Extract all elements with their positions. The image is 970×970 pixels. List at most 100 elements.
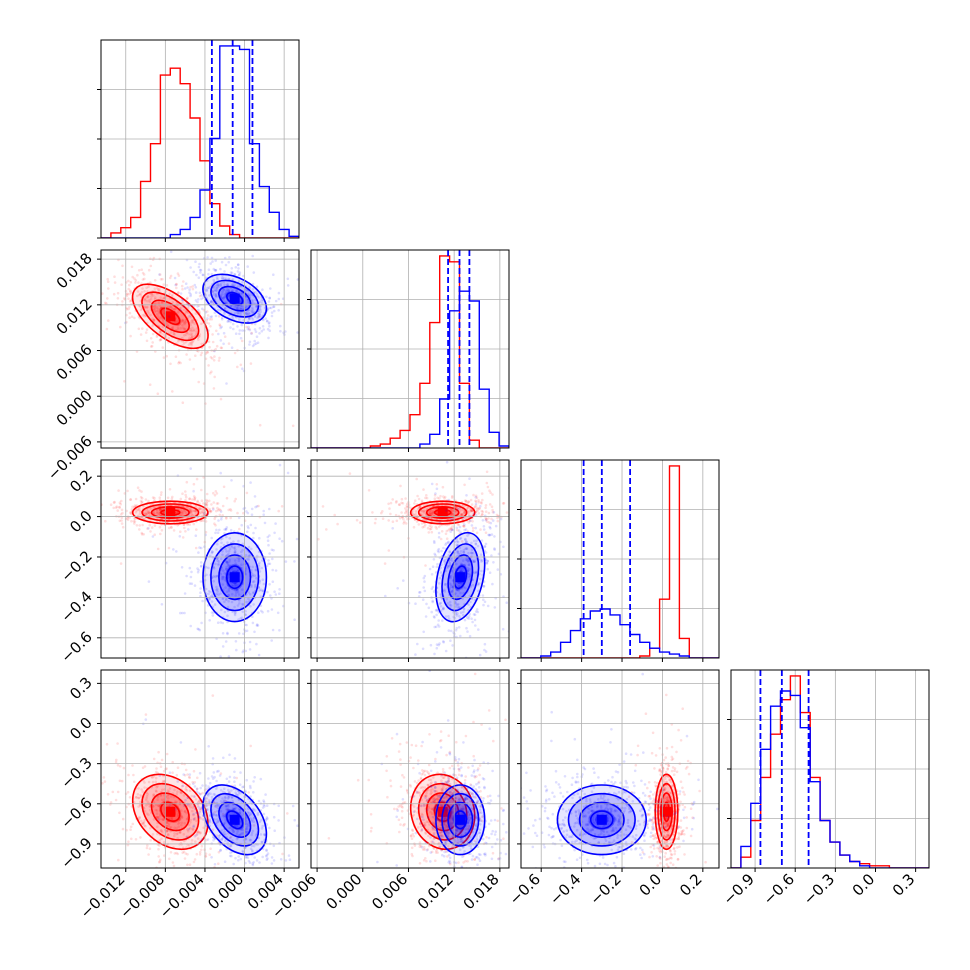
scatter-point xyxy=(181,874,184,877)
scatter-point xyxy=(224,586,227,589)
scatter-point xyxy=(224,306,227,310)
scatter-point xyxy=(443,561,447,564)
scatter-point xyxy=(270,306,273,310)
scatter-point xyxy=(183,287,187,290)
scatter-point xyxy=(227,564,230,568)
scatter-point xyxy=(269,594,272,597)
scatter-point xyxy=(250,584,253,587)
scatter-point xyxy=(239,872,242,875)
scatter-point xyxy=(142,533,145,536)
scatter-point xyxy=(227,655,231,658)
scatter-point xyxy=(96,289,99,292)
scatter-point xyxy=(197,813,201,816)
scatter-point xyxy=(278,463,282,467)
scatter-point xyxy=(428,512,432,515)
scatter-point xyxy=(185,835,189,838)
scatter-point xyxy=(267,322,271,325)
scatter-point xyxy=(463,511,466,515)
scatter-point xyxy=(162,356,166,359)
scatter-point xyxy=(457,606,461,609)
contour-line xyxy=(425,505,460,519)
scatter-point xyxy=(198,771,202,775)
scatter-point xyxy=(488,525,492,529)
scatter-point xyxy=(265,848,268,852)
scatter-point xyxy=(246,557,249,561)
scatter-point xyxy=(166,789,170,792)
scatter-point xyxy=(454,592,457,595)
scatter-point xyxy=(458,509,462,512)
scatter-point xyxy=(224,804,228,808)
scatter-point xyxy=(455,526,459,530)
scatter-point xyxy=(237,593,241,596)
scatter-point xyxy=(226,797,230,800)
scatter-point xyxy=(201,273,205,277)
scatter-point xyxy=(241,785,244,789)
scatter-point xyxy=(239,857,243,861)
contour-line xyxy=(453,565,468,590)
scatter-point xyxy=(241,281,244,284)
scatter-point xyxy=(128,311,132,315)
scatter-point xyxy=(232,830,235,833)
scatter-point xyxy=(147,853,150,856)
scatter-point xyxy=(127,307,130,311)
scatter-point xyxy=(439,601,443,605)
scatter-point xyxy=(179,791,183,794)
scatter-point xyxy=(212,267,216,271)
scatter-point xyxy=(525,596,528,599)
scatter-point xyxy=(123,380,126,383)
scatter-point xyxy=(140,533,144,536)
scatter-point xyxy=(432,799,435,803)
scatter-point xyxy=(168,826,172,829)
scatter-point xyxy=(204,565,208,569)
scatter-point xyxy=(476,583,480,587)
scatter-point xyxy=(252,591,255,594)
scatter-point xyxy=(437,531,441,535)
scatter-point xyxy=(270,862,274,865)
scatter-point xyxy=(233,757,237,760)
scatter-point xyxy=(237,545,240,548)
scatter-point xyxy=(190,342,193,346)
scatter-point xyxy=(461,518,464,521)
scatter-point xyxy=(473,672,477,676)
scatter-point xyxy=(159,858,162,862)
scatter-point xyxy=(161,788,164,792)
contour-line xyxy=(225,810,244,830)
scatter-point xyxy=(244,566,247,569)
scatter-point xyxy=(433,870,436,873)
scatter-point xyxy=(181,299,185,302)
scatter-point xyxy=(224,821,227,824)
scatter-point xyxy=(150,292,154,296)
scatter-point xyxy=(211,813,215,817)
scatter-point xyxy=(418,505,421,509)
scatter-point xyxy=(454,510,457,513)
scatter-point xyxy=(472,692,475,695)
scatter-point xyxy=(149,838,152,842)
scatter-point xyxy=(193,322,196,325)
scatter-point xyxy=(244,820,248,823)
scatter-point xyxy=(179,292,183,295)
scatter-point xyxy=(184,490,187,493)
scatter-point xyxy=(224,547,227,551)
scatter-point xyxy=(192,522,196,526)
scatter-point xyxy=(144,511,148,514)
scatter-point xyxy=(188,582,192,585)
scatter-point xyxy=(193,858,197,861)
scatter-point xyxy=(419,776,423,780)
scatter-point xyxy=(445,529,449,533)
scatter-point xyxy=(166,323,169,327)
scatter-point xyxy=(236,588,239,592)
scatter-point xyxy=(226,283,229,287)
scatter-point xyxy=(245,305,248,309)
scatter-point xyxy=(227,550,231,553)
scatter-point xyxy=(182,321,186,325)
scatter-point xyxy=(437,664,440,667)
scatter-point xyxy=(424,794,428,797)
scatter-point xyxy=(177,339,180,343)
scatter-point xyxy=(187,804,191,807)
scatter-point xyxy=(493,547,496,550)
scatter-point xyxy=(228,563,232,567)
scatter-point xyxy=(205,318,209,322)
scatter-point xyxy=(438,582,441,585)
scatter-point xyxy=(174,355,178,359)
scatter-point xyxy=(227,587,231,591)
